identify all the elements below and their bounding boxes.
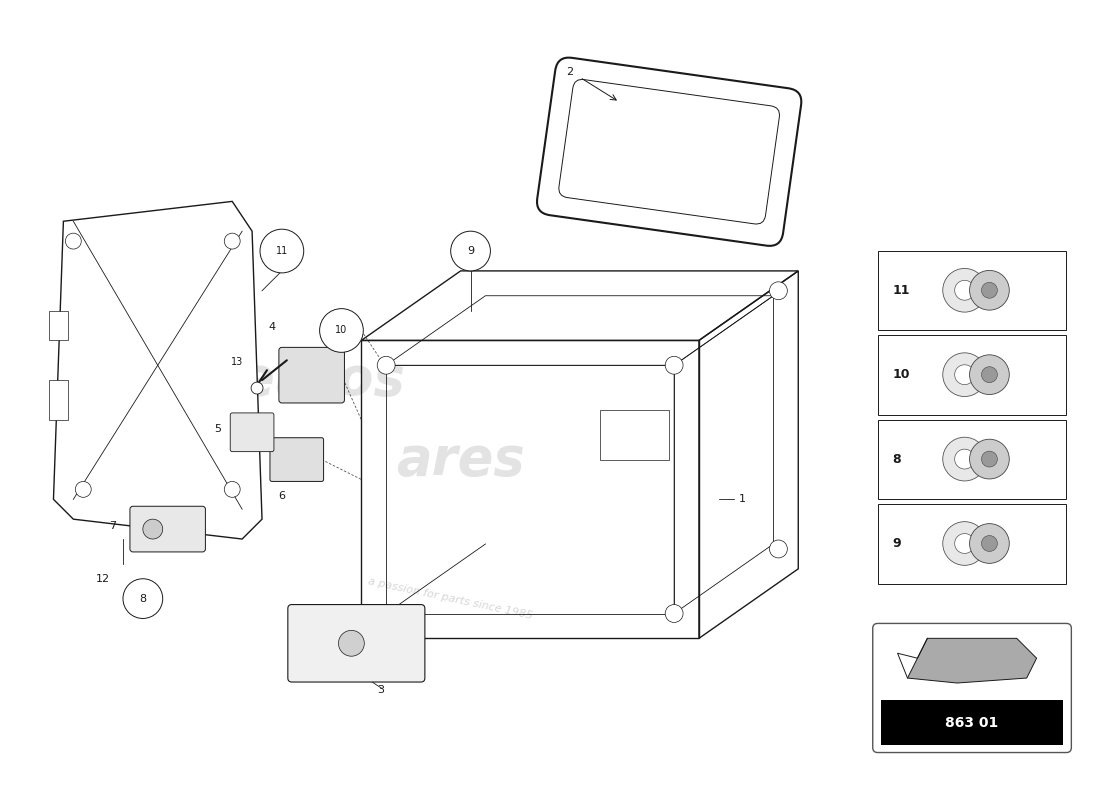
Circle shape (943, 353, 987, 397)
Bar (878, 504, 1066, 584)
Text: 11: 11 (276, 246, 288, 256)
Text: 11: 11 (892, 284, 910, 297)
Circle shape (955, 280, 975, 300)
Circle shape (451, 231, 491, 271)
Text: 9: 9 (892, 537, 901, 550)
Circle shape (969, 439, 1010, 479)
Text: 10: 10 (892, 368, 910, 381)
FancyBboxPatch shape (130, 506, 206, 552)
Text: ares: ares (396, 434, 525, 486)
Circle shape (981, 282, 998, 298)
Text: 13: 13 (231, 358, 243, 367)
Circle shape (969, 355, 1010, 394)
Polygon shape (54, 202, 262, 539)
Bar (48, 380, 68, 420)
Circle shape (969, 270, 1010, 310)
Text: 10: 10 (336, 326, 348, 335)
Text: 8: 8 (140, 594, 146, 604)
Circle shape (75, 482, 91, 498)
FancyBboxPatch shape (270, 438, 323, 482)
Circle shape (666, 605, 683, 622)
FancyBboxPatch shape (230, 413, 274, 452)
Text: 9: 9 (468, 246, 474, 256)
Text: 6: 6 (278, 491, 285, 502)
Bar (600, 410, 669, 459)
Circle shape (955, 534, 975, 554)
Circle shape (666, 356, 683, 374)
Circle shape (224, 482, 240, 498)
Text: 4: 4 (268, 322, 275, 333)
Circle shape (65, 233, 81, 249)
Circle shape (339, 630, 364, 656)
Circle shape (770, 282, 788, 300)
Bar (878, 251, 1066, 330)
Circle shape (943, 438, 987, 481)
Circle shape (981, 535, 998, 551)
FancyBboxPatch shape (279, 347, 344, 403)
Text: a passion for parts since 1985: a passion for parts since 1985 (367, 576, 534, 621)
Text: 5: 5 (213, 424, 221, 434)
Circle shape (955, 365, 975, 385)
Circle shape (320, 309, 363, 352)
Bar (878, 335, 1066, 415)
Circle shape (143, 519, 163, 539)
Circle shape (955, 449, 975, 469)
Circle shape (377, 356, 395, 374)
Bar (881, 700, 1064, 745)
Circle shape (377, 605, 395, 622)
Circle shape (969, 524, 1010, 563)
Text: 1: 1 (739, 494, 746, 504)
FancyBboxPatch shape (288, 605, 425, 682)
Circle shape (260, 229, 304, 273)
Circle shape (981, 366, 998, 382)
Text: 2: 2 (566, 67, 573, 78)
Circle shape (251, 382, 263, 394)
FancyBboxPatch shape (872, 623, 1071, 753)
Circle shape (770, 540, 788, 558)
Text: 863 01: 863 01 (945, 716, 999, 730)
Text: 3: 3 (377, 685, 385, 695)
Circle shape (943, 522, 987, 566)
Text: 8: 8 (892, 453, 901, 466)
Text: 12: 12 (96, 574, 110, 584)
Bar (48, 310, 68, 341)
Bar (878, 420, 1066, 499)
Circle shape (123, 578, 163, 618)
Circle shape (224, 233, 240, 249)
Circle shape (981, 451, 998, 467)
Circle shape (943, 269, 987, 312)
Text: 7: 7 (110, 521, 117, 531)
Polygon shape (908, 638, 1036, 683)
Text: euros: euros (239, 354, 405, 406)
